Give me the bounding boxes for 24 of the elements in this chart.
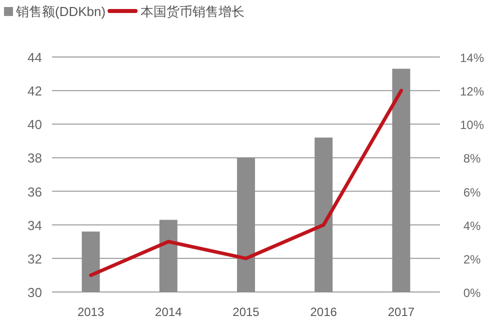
y2-tick-label: 2% <box>463 252 481 266</box>
y2-tick-label: 10% <box>460 118 484 132</box>
y2-tick-label: 12% <box>460 84 484 99</box>
y-tick-label: 34 <box>28 218 42 233</box>
y-tick-label: 40 <box>28 117 42 132</box>
y2-tick-label: 6% <box>463 185 481 200</box>
y-tick-label: 32 <box>28 251 42 266</box>
x-tick-label: 2016 <box>310 305 338 319</box>
x-tick-label: 2015 <box>232 305 260 319</box>
legend-label: 销售额(DDKbn) <box>15 4 106 19</box>
y2-tick-label: 14% <box>460 51 484 65</box>
y-tick-label: 36 <box>28 184 42 200</box>
y-tick-label: 44 <box>28 50 42 65</box>
y-tick-label: 30 <box>28 285 42 300</box>
x-tick-label: 2014 <box>155 305 182 319</box>
y-tick-label: 38 <box>28 150 42 166</box>
y2-tick-label: 4% <box>463 218 481 233</box>
y-tick-label: 42 <box>28 84 42 99</box>
x-tick-label: 2017 <box>388 305 415 319</box>
legend-label: 本国货币销售增长 <box>140 4 245 19</box>
y2-tick-label: 0% <box>463 286 481 300</box>
y2-tick-label: 8% <box>463 152 481 166</box>
line-series <box>89 88 403 277</box>
x-tick-label: 2013 <box>77 305 104 319</box>
